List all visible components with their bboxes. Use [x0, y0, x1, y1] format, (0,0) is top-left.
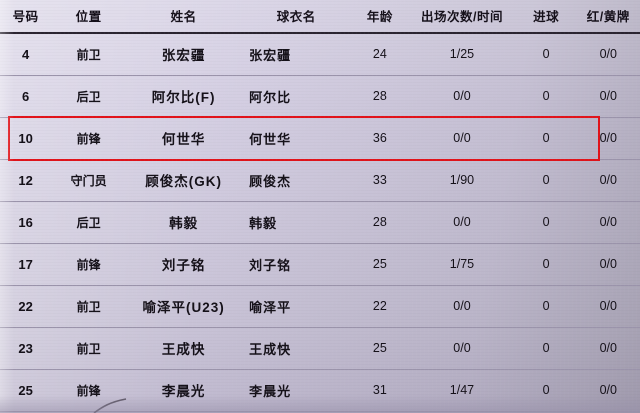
cell-name: 王成快: [126, 327, 242, 370]
cell-shirt-name: 李晨光: [241, 369, 352, 412]
table-body: 4 前卫 张宏疆 张宏疆 24 1/25 0 0/0 6 后卫 阿尔比(F) 阿尔比 28 0/0 0 0/0…: [0, 33, 640, 413]
table-row: 23 前卫 王成快 王成快 25 0/0 0 0/0: [0, 327, 640, 370]
header-position: 位置: [75, 10, 102, 24]
cell-cards: 0/0: [576, 75, 640, 118]
cell-appearances: 0/0: [408, 201, 516, 244]
cell-cards: 0/0: [576, 327, 640, 370]
cell-appearances: 1/75: [408, 243, 516, 286]
cell-shirt-name: 张宏疆: [241, 33, 352, 76]
header-goals: 进球: [533, 10, 560, 24]
cell-age: 25: [351, 327, 409, 370]
cell-age: 24: [351, 33, 409, 76]
cell-number: 23: [0, 327, 52, 370]
table-row: 6 后卫 阿尔比(F) 阿尔比 28 0/0 0 0/0: [0, 75, 640, 118]
cell-name: 何世华: [126, 117, 242, 160]
cell-name: 阿尔比(F): [126, 75, 242, 118]
cell-number: 17: [0, 243, 52, 286]
cell-cards: 0/0: [576, 369, 640, 412]
cell-position: 前卫: [51, 285, 127, 328]
cell-number: 6: [0, 75, 52, 118]
cell-age: 25: [351, 243, 409, 286]
cell-name: 喻泽平(U23): [126, 285, 242, 328]
header-row: 号码 位置 姓名 球衣名 年龄 出场次数/时间 进球 红/黄牌: [0, 0, 640, 33]
table-row: 10 前锋 何世华 何世华 36 0/0 0 0/0: [0, 117, 640, 160]
table-row: 16 后卫 韩毅 韩毅 28 0/0 0 0/0: [0, 201, 640, 244]
cell-position: 守门员: [51, 159, 127, 202]
cell-number: 4: [0, 33, 52, 76]
cell-goals: 0: [515, 285, 577, 328]
table-row: 22 前卫 喻泽平(U23) 喻泽平 22 0/0 0 0/0: [0, 285, 640, 328]
cell-appearances: 0/0: [408, 75, 516, 118]
cell-appearances: 0/0: [408, 327, 516, 370]
cell-position: 前卫: [51, 33, 127, 76]
table-row: 17 前锋 刘子铭 刘子铭 25 1/75 0 0/0: [0, 243, 640, 286]
table-row: 25 前锋 李晨光 李晨光 31 1/47 0 0/0: [0, 369, 640, 412]
cell-name: 刘子铭: [126, 243, 242, 286]
table-row: 4 前卫 张宏疆 张宏疆 24 1/25 0 0/0: [0, 33, 640, 76]
cell-position: 前卫: [51, 327, 127, 370]
cell-number: 10: [0, 117, 52, 160]
cell-position: 前锋: [51, 117, 127, 160]
table-row: 12 守门员 顾俊杰(GK) 顾俊杰 33 1/90 0 0/0: [0, 159, 640, 202]
cell-name: 顾俊杰(GK): [126, 159, 242, 202]
cell-appearances: 1/25: [408, 33, 516, 76]
cell-appearances: 0/0: [408, 117, 516, 160]
cell-age: 28: [351, 201, 409, 244]
cell-age: 36: [351, 117, 409, 160]
cell-position: 后卫: [51, 201, 127, 244]
cell-cards: 0/0: [576, 243, 640, 286]
cell-name: 韩毅: [126, 201, 242, 244]
cell-goals: 0: [515, 33, 577, 76]
cell-number: 12: [0, 159, 52, 202]
cell-age: 22: [351, 285, 409, 328]
cell-cards: 0/0: [576, 117, 640, 160]
header-number: 号码: [12, 10, 39, 24]
cell-age: 31: [351, 369, 409, 412]
header-shirt-name: 球衣名: [276, 10, 316, 24]
header-appearances: 出场次数/时间: [420, 10, 503, 24]
cell-position: 前锋: [51, 369, 127, 412]
cell-cards: 0/0: [576, 159, 640, 202]
cell-goals: 0: [515, 75, 577, 118]
cell-goals: 0: [515, 117, 577, 160]
cell-number: 22: [0, 285, 52, 328]
header-name: 姓名: [170, 10, 197, 24]
cell-shirt-name: 喻泽平: [241, 285, 352, 328]
cell-shirt-name: 韩毅: [241, 201, 352, 244]
cell-position: 后卫: [51, 75, 127, 118]
cell-number: 16: [0, 201, 52, 244]
header-cards: 红/黄牌: [586, 10, 630, 24]
cell-goals: 0: [515, 369, 577, 412]
cell-goals: 0: [515, 243, 577, 286]
cell-shirt-name: 何世华: [241, 117, 352, 160]
cell-shirt-name: 王成快: [241, 327, 352, 370]
header-age: 年龄: [366, 10, 393, 24]
cell-cards: 0/0: [576, 33, 640, 76]
table-header: 号码 位置 姓名 球衣名 年龄 出场次数/时间 进球 红/黄牌: [0, 0, 640, 33]
cell-appearances: 1/47: [408, 369, 516, 412]
cell-shirt-name: 阿尔比: [241, 75, 352, 118]
cell-appearances: 1/90: [408, 159, 516, 202]
cell-cards: 0/0: [576, 201, 640, 244]
cell-name: 张宏疆: [126, 33, 242, 76]
cell-shirt-name: 刘子铭: [241, 243, 352, 286]
cell-age: 28: [351, 75, 409, 118]
cell-position: 前锋: [51, 243, 127, 286]
cell-cards: 0/0: [576, 285, 640, 328]
cell-age: 33: [351, 159, 409, 202]
cell-appearances: 0/0: [408, 285, 516, 328]
cell-number: 25: [0, 369, 52, 412]
cell-name: 李晨光: [126, 369, 242, 412]
cell-goals: 0: [515, 159, 577, 202]
cell-goals: 0: [515, 201, 577, 244]
cell-goals: 0: [515, 327, 577, 370]
cell-shirt-name: 顾俊杰: [241, 159, 352, 202]
